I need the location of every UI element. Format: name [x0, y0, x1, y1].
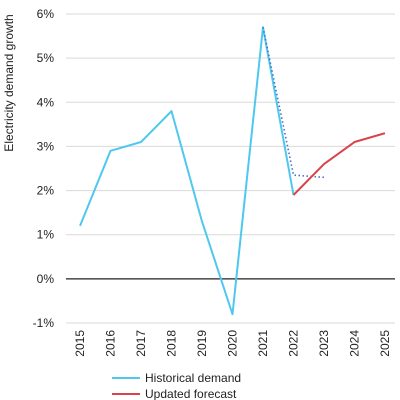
x-tick-label: 2020: [226, 330, 240, 357]
x-tick-label: 2021: [256, 330, 270, 357]
axes: -1% 0% 1% 2% 3% 4% 5% 6% 2015 2016 2017 2018 2019 202…: [33, 7, 395, 357]
x-tick-label: 2017: [134, 330, 148, 357]
y-tick-label: 5%: [37, 51, 55, 65]
y-tick-label: 1%: [37, 228, 55, 242]
y-tick-label: 6%: [37, 7, 55, 21]
x-tick-label: 2023: [317, 330, 331, 357]
y-tick-label: 0%: [37, 272, 55, 286]
legend-label: Updated forecast: [145, 387, 237, 400]
y-tick-label: 2%: [37, 184, 55, 198]
y-axis-label: Electricity demand growth: [2, 14, 16, 151]
x-tick-label: 2018: [165, 330, 179, 357]
series-line-0: [79, 26, 295, 316]
series-lines: [79, 26, 386, 316]
x-tick-label: 2024: [348, 330, 362, 357]
gridlines: [66, 13, 395, 324]
y-tick-label: 4%: [37, 95, 55, 109]
x-tick-label: 2015: [73, 330, 87, 357]
x-tick-label: 2016: [104, 330, 118, 357]
legend: Historical demand Updated forecast: [112, 371, 241, 400]
legend-label: Historical demand: [145, 371, 241, 385]
x-tick-label: 2022: [287, 330, 301, 357]
y-tick-label: 3%: [37, 139, 55, 153]
y-tick-label: -1%: [33, 316, 55, 330]
series-line-2: [292, 132, 386, 196]
x-tick-label: 2025: [378, 330, 392, 357]
x-tick-label: 2019: [195, 330, 209, 357]
